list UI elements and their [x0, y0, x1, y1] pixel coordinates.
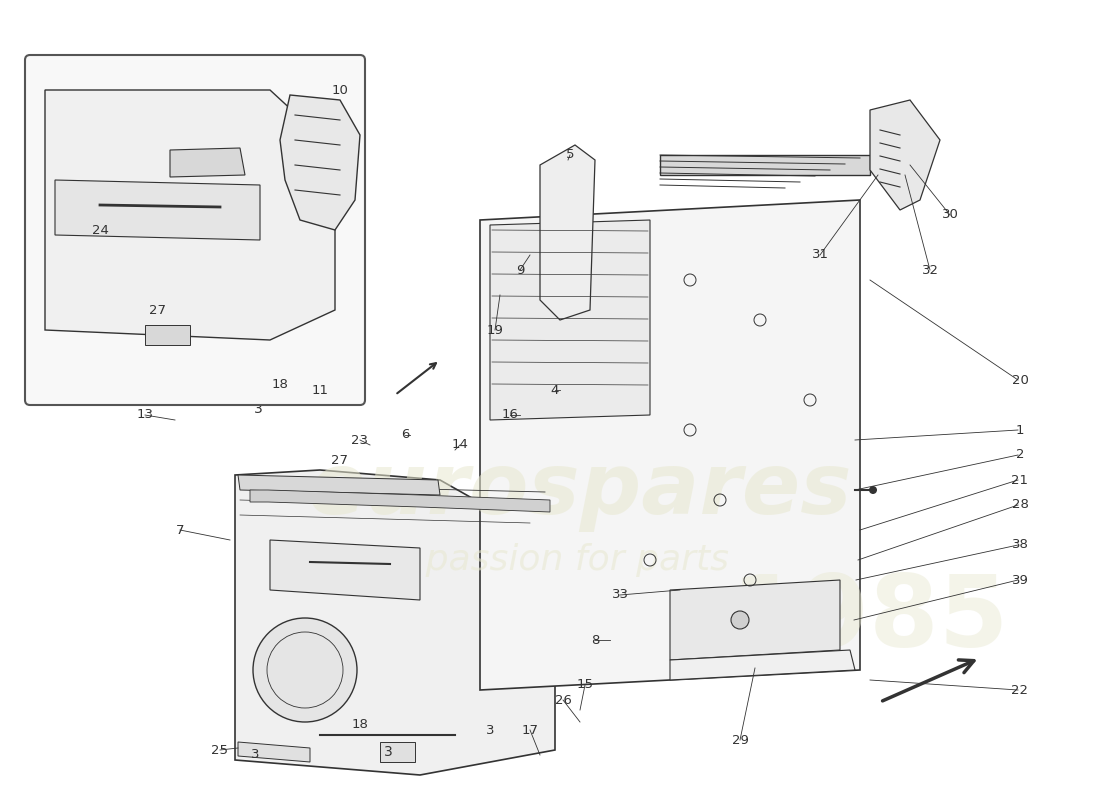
Text: 6: 6 — [400, 429, 409, 442]
Text: 30: 30 — [942, 209, 958, 222]
Polygon shape — [238, 742, 310, 762]
Text: 1985: 1985 — [730, 571, 1009, 669]
Text: 3: 3 — [384, 745, 393, 759]
Polygon shape — [540, 145, 595, 320]
Text: 27: 27 — [150, 303, 166, 317]
Text: 18: 18 — [272, 378, 288, 391]
Text: 9: 9 — [516, 263, 525, 277]
Polygon shape — [235, 470, 556, 775]
Text: 20: 20 — [1012, 374, 1028, 386]
Text: 3: 3 — [251, 749, 260, 762]
Text: 4: 4 — [551, 383, 559, 397]
Text: 29: 29 — [732, 734, 748, 746]
Text: 2: 2 — [1015, 449, 1024, 462]
Text: 28: 28 — [1012, 498, 1028, 511]
Text: 27: 27 — [331, 454, 349, 466]
Text: 32: 32 — [922, 263, 938, 277]
Text: 19: 19 — [486, 323, 504, 337]
Polygon shape — [670, 580, 840, 660]
Circle shape — [253, 618, 358, 722]
Text: 22: 22 — [1012, 683, 1028, 697]
Polygon shape — [45, 90, 336, 340]
Text: 39: 39 — [1012, 574, 1028, 586]
Text: 26: 26 — [554, 694, 571, 706]
Text: 3: 3 — [486, 723, 494, 737]
Text: eurospares: eurospares — [308, 449, 852, 531]
Text: 5: 5 — [565, 149, 574, 162]
Circle shape — [732, 611, 749, 629]
Bar — [379, 742, 415, 762]
Text: 16: 16 — [502, 409, 518, 422]
Text: 8: 8 — [591, 634, 600, 646]
Polygon shape — [660, 155, 870, 175]
Text: 13: 13 — [136, 409, 154, 422]
Text: 11: 11 — [311, 383, 329, 397]
Polygon shape — [55, 180, 260, 240]
Polygon shape — [170, 148, 245, 177]
Text: 21: 21 — [1012, 474, 1028, 486]
Text: 25: 25 — [211, 743, 229, 757]
Polygon shape — [270, 540, 420, 600]
Polygon shape — [480, 200, 860, 690]
Text: 24: 24 — [91, 223, 109, 237]
Text: 18: 18 — [352, 718, 368, 731]
FancyBboxPatch shape — [25, 55, 365, 405]
Polygon shape — [490, 220, 650, 420]
Text: 23: 23 — [352, 434, 368, 446]
Text: 14: 14 — [452, 438, 469, 451]
Text: 1: 1 — [1015, 423, 1024, 437]
Polygon shape — [250, 490, 550, 512]
Polygon shape — [870, 100, 940, 210]
Text: 15: 15 — [576, 678, 594, 691]
Polygon shape — [280, 95, 360, 230]
Text: 38: 38 — [1012, 538, 1028, 551]
Circle shape — [869, 486, 877, 494]
Text: 33: 33 — [612, 589, 628, 602]
Text: a passion for parts: a passion for parts — [392, 543, 728, 577]
Text: 10: 10 — [331, 83, 349, 97]
Polygon shape — [238, 475, 440, 495]
Text: 7: 7 — [176, 523, 185, 537]
Text: 17: 17 — [521, 723, 539, 737]
Bar — [145, 325, 190, 345]
Polygon shape — [670, 650, 855, 680]
Text: 3: 3 — [254, 402, 263, 416]
Text: 31: 31 — [812, 249, 828, 262]
